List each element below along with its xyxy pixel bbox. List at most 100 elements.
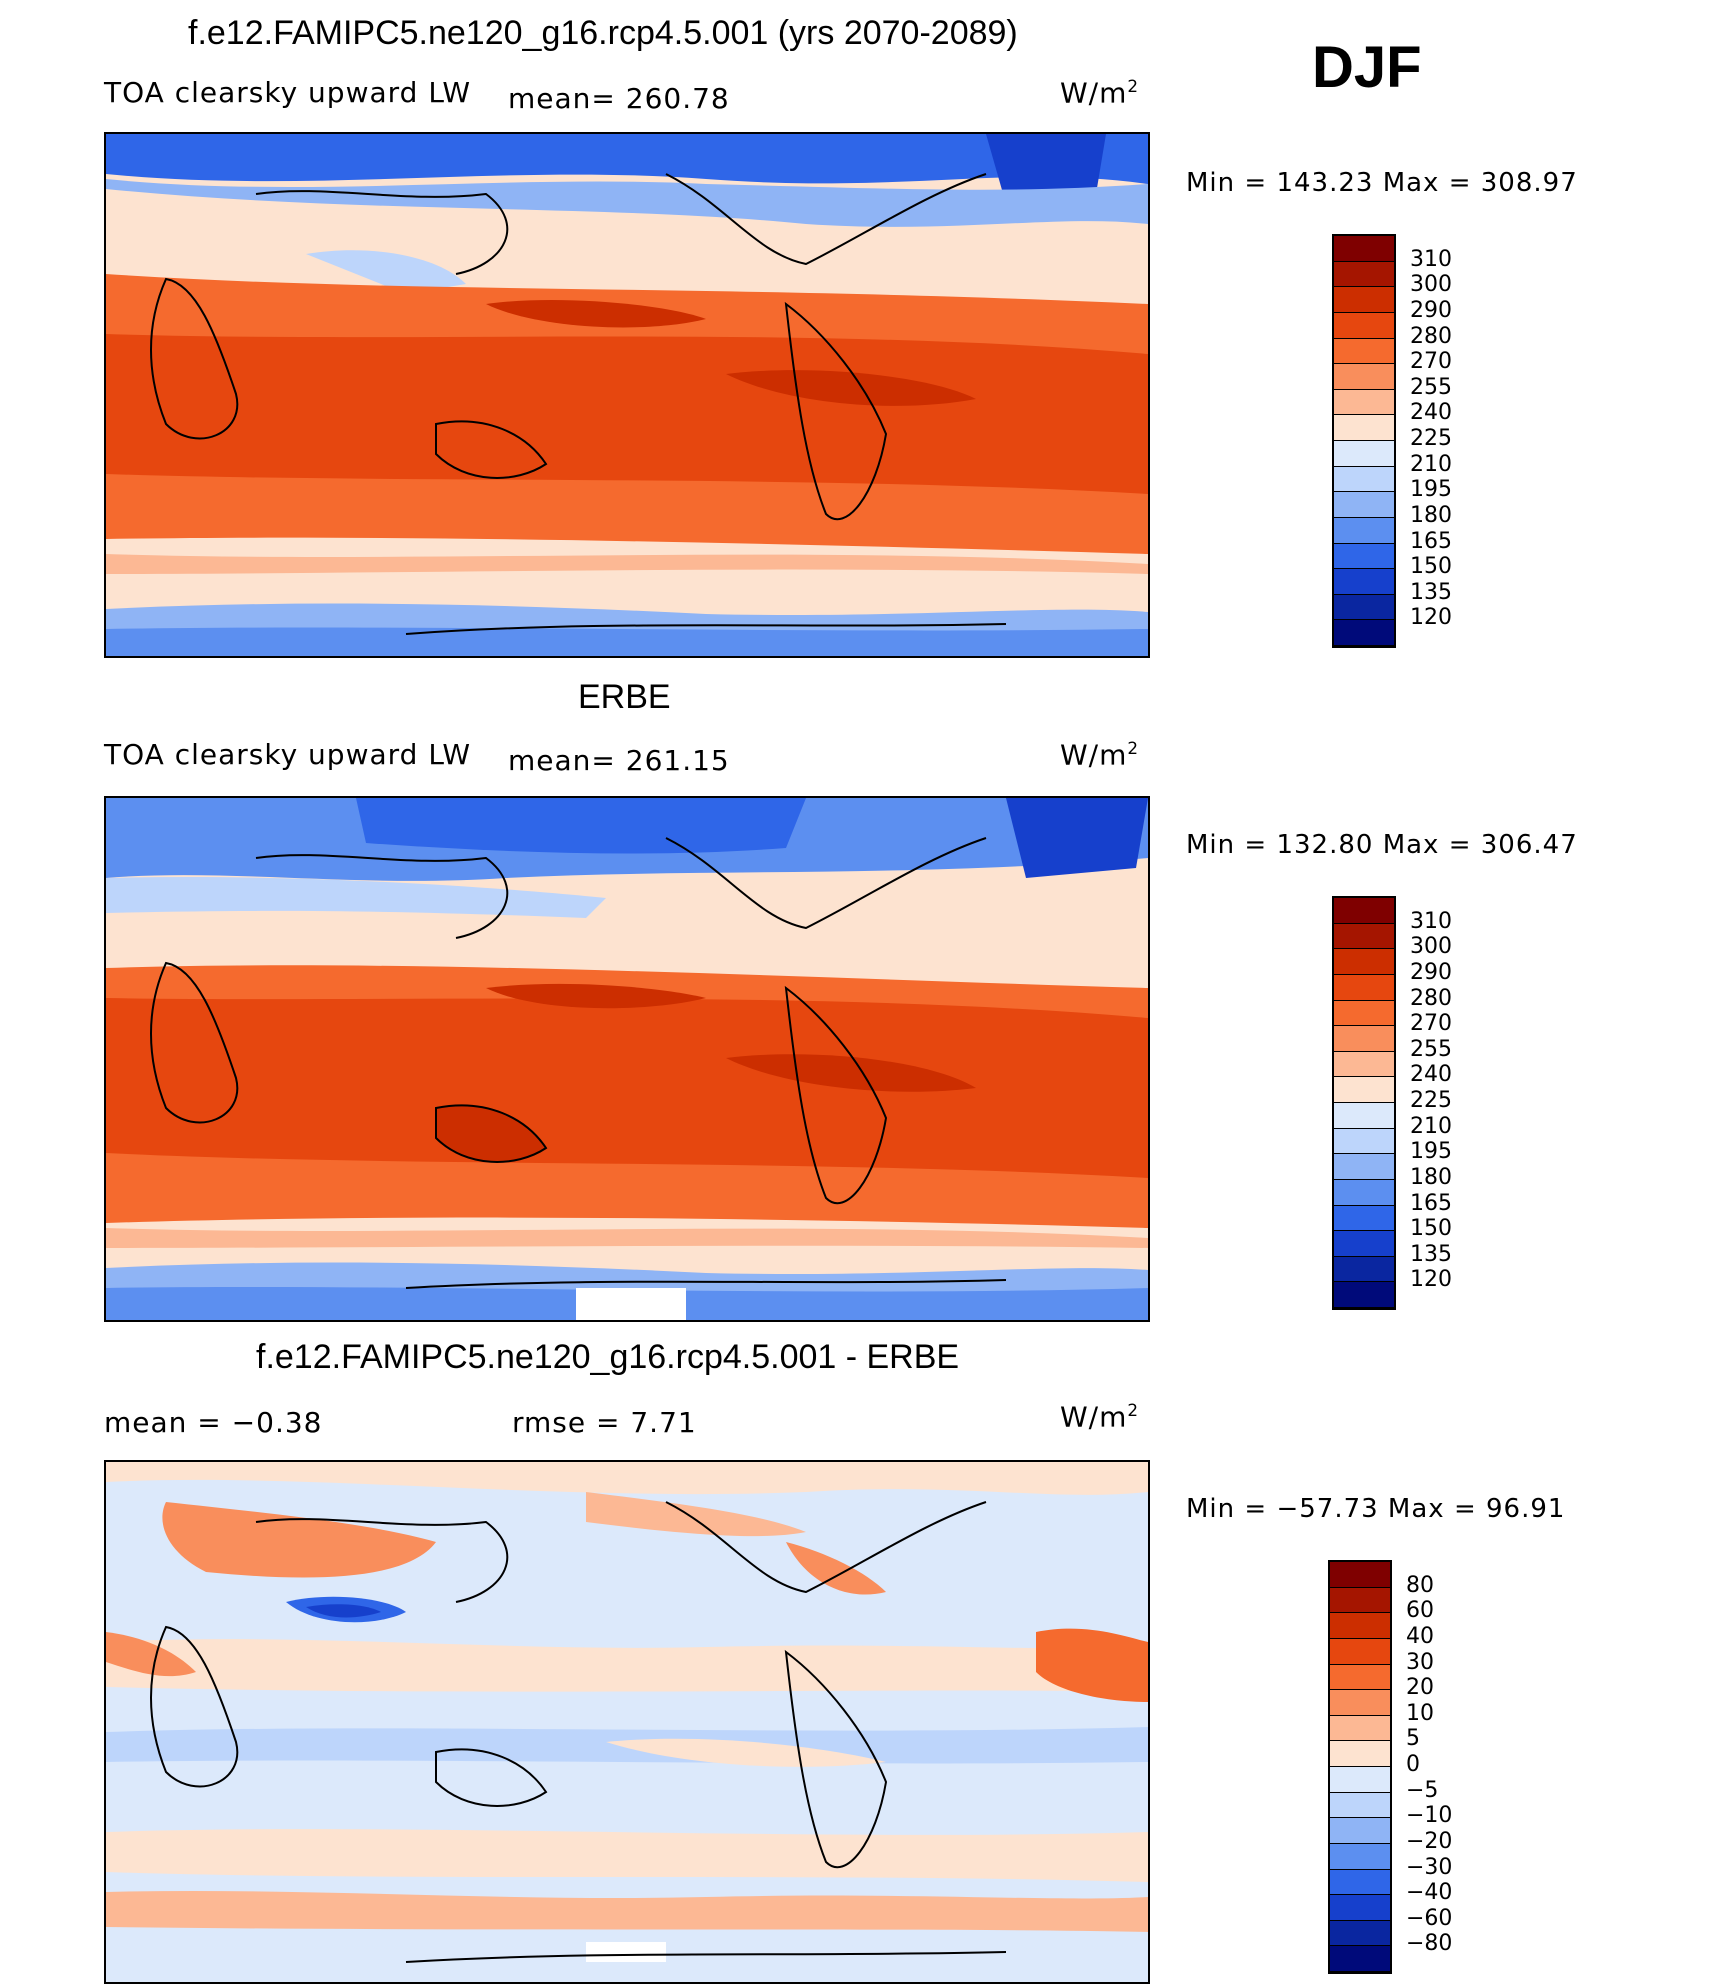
panel1-map: [104, 132, 1150, 658]
panel1-title: f.e12.FAMIPC5.ne120_g16.rcp4.5.001 (yrs …: [188, 14, 1018, 52]
colorbar-swatch: [1330, 1587, 1390, 1614]
colorbar-swatch: [1330, 1946, 1390, 1972]
colorbar-swatch: [1334, 923, 1394, 950]
colorbar-swatch: [1334, 620, 1394, 646]
colorbar-tick-label: 195: [1410, 477, 1452, 503]
colorbar-tick-label: 180: [1410, 1164, 1452, 1190]
colorbar-tick-label: 290: [1410, 959, 1452, 985]
colorbar-swatch: [1334, 492, 1394, 518]
colorbar-tick-label: −20: [1406, 1828, 1453, 1854]
panel1-map-field: [106, 134, 1148, 656]
colorbar-tick-label: 310: [1410, 908, 1452, 934]
colorbar-tick-label: 60: [1406, 1598, 1434, 1624]
colorbar-tick-label: 165: [1410, 528, 1452, 554]
colorbar-tick-label: 135: [1410, 1241, 1452, 1267]
colorbar-tick-label: 210: [1410, 1113, 1452, 1139]
colorbar-swatch: [1330, 1792, 1390, 1819]
panel2-title: ERBE: [578, 678, 671, 716]
colorbar-swatch: [1334, 1128, 1394, 1155]
colorbar-swatch: [1334, 569, 1394, 595]
colorbar-swatch: [1334, 261, 1394, 288]
colorbar-swatch: [1334, 312, 1394, 339]
colorbar-swatch: [1334, 1282, 1394, 1308]
panel1-minmax: Min = 143.23 Max = 308.97: [1186, 168, 1578, 198]
colorbar-swatch: [1330, 1664, 1390, 1691]
colorbar-swatch: [1330, 1818, 1390, 1844]
colorbar-swatch: [1330, 1562, 1390, 1588]
colorbar-swatch: [1334, 517, 1394, 544]
colorbar-swatch: [1334, 1051, 1394, 1078]
colorbar-swatch: [1334, 974, 1394, 1001]
colorbar-swatch: [1334, 898, 1394, 924]
colorbar-tick-label: 180: [1410, 502, 1452, 528]
panel3-colorbar: [1328, 1560, 1392, 1974]
panel2-units: W/m2: [1060, 738, 1140, 772]
panel3-rmse-label: rmse = 7.71: [512, 1406, 697, 1439]
colorbar-tick-label: 80: [1406, 1572, 1434, 1598]
colorbar-tick-label: 270: [1410, 349, 1452, 375]
colorbar-swatch: [1334, 1026, 1394, 1052]
colorbar-swatch: [1334, 1179, 1394, 1206]
colorbar-swatch: [1334, 236, 1394, 262]
colorbar-tick-label: −60: [1406, 1905, 1453, 1931]
colorbar-tick-label: 120: [1410, 1267, 1452, 1293]
colorbar-swatch: [1334, 364, 1394, 390]
colorbar-swatch: [1330, 1843, 1390, 1870]
panel1-mean-label: mean= 260.78: [508, 82, 730, 115]
colorbar-tick-label: 225: [1410, 1088, 1452, 1113]
colorbar-tick-label: 135: [1410, 579, 1452, 605]
colorbar-tick-label: 150: [1410, 554, 1452, 580]
colorbar-swatch: [1334, 1256, 1394, 1283]
colorbar-swatch: [1334, 389, 1394, 416]
colorbar-swatch: [1334, 1103, 1394, 1129]
panel3-map: [104, 1460, 1150, 1984]
colorbar-swatch: [1334, 287, 1394, 313]
colorbar-tick-label: −80: [1406, 1931, 1453, 1957]
colorbar-tick-label: −5: [1406, 1777, 1439, 1803]
panel2-minmax: Min = 132.80 Max = 306.47: [1186, 830, 1578, 860]
colorbar-tick-label: 255: [1410, 374, 1452, 400]
panel1-variable-label: TOA clearsky upward LW: [104, 76, 472, 109]
panel3-minmax: Min = −57.73 Max = 96.91: [1186, 1494, 1566, 1524]
panel2-colorbar: [1332, 896, 1396, 1310]
colorbar-swatch: [1334, 415, 1394, 441]
colorbar-swatch: [1330, 1869, 1390, 1896]
colorbar-swatch: [1330, 1613, 1390, 1639]
season-label: DJF: [1312, 35, 1422, 100]
colorbar-tick-label: −40: [1406, 1880, 1453, 1906]
colorbar-swatch: [1334, 1000, 1394, 1027]
colorbar-tick-label: 120: [1410, 605, 1452, 631]
panel1-colorbar: [1332, 234, 1396, 648]
panel2-map-field: [106, 798, 1148, 1320]
colorbar-swatch: [1334, 594, 1394, 621]
colorbar-swatch: [1334, 543, 1394, 570]
colorbar-swatch: [1334, 466, 1394, 493]
colorbar-tick-label: 20: [1406, 1675, 1434, 1701]
panel3-units: W/m2: [1060, 1400, 1140, 1434]
colorbar-swatch: [1330, 1690, 1390, 1716]
colorbar-tick-label: 240: [1410, 1062, 1452, 1088]
colorbar-tick-label: 300: [1410, 272, 1452, 298]
panel3-title: f.e12.FAMIPC5.ne120_g16.rcp4.5.001 - ERB…: [256, 1338, 960, 1376]
colorbar-tick-label: 0: [1406, 1752, 1420, 1777]
colorbar-tick-label: 10: [1406, 1700, 1434, 1726]
colorbar-tick-label: 280: [1410, 985, 1452, 1011]
panel2-mean-label: mean= 261.15: [508, 744, 730, 777]
colorbar-tick-label: 225: [1410, 426, 1452, 451]
panel3-map-field: [106, 1462, 1148, 1982]
colorbar-tick-label: 300: [1410, 934, 1452, 960]
colorbar-swatch: [1334, 1231, 1394, 1257]
colorbar-tick-label: 165: [1410, 1190, 1452, 1216]
colorbar-swatch: [1330, 1741, 1390, 1767]
colorbar-tick-label: 240: [1410, 400, 1452, 426]
colorbar-swatch: [1334, 1077, 1394, 1103]
colorbar-tick-label: 255: [1410, 1036, 1452, 1062]
colorbar-tick-label: 5: [1406, 1726, 1420, 1752]
colorbar-swatch: [1334, 949, 1394, 975]
colorbar-tick-label: 210: [1410, 451, 1452, 477]
colorbar-tick-label: 290: [1410, 297, 1452, 323]
colorbar-swatch: [1330, 1920, 1390, 1947]
colorbar-tick-label: −10: [1406, 1803, 1453, 1829]
colorbar-swatch: [1330, 1767, 1390, 1793]
colorbar-swatch: [1330, 1715, 1390, 1742]
